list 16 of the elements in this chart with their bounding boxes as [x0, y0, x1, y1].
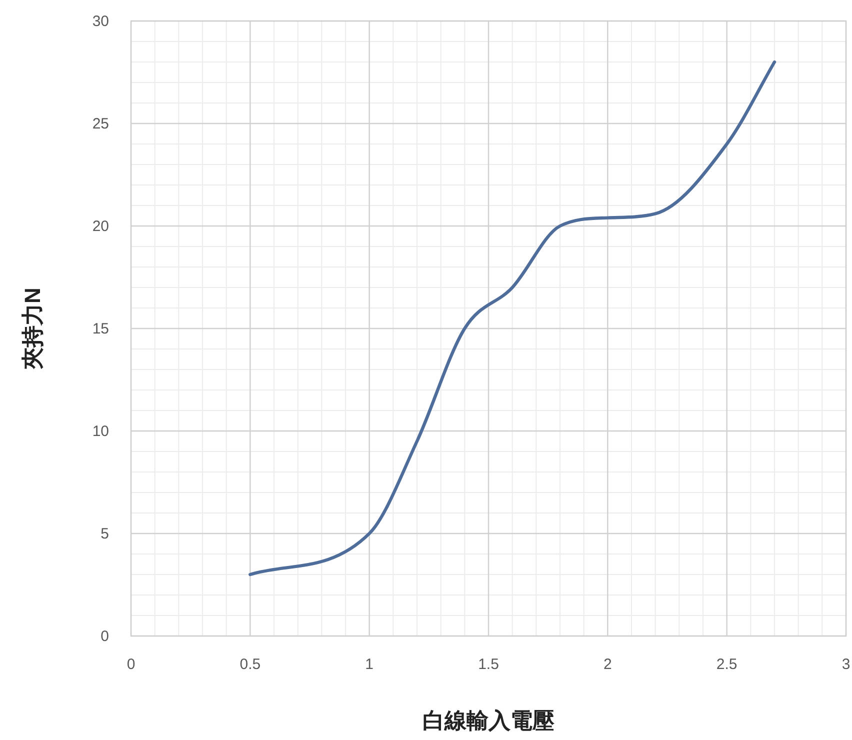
x-tick-label: 3 — [842, 656, 850, 673]
x-tick-label: 2.5 — [716, 656, 738, 673]
y-tick-label: 30 — [92, 13, 109, 30]
y-tick-label: 0 — [100, 628, 109, 645]
x-tick-label: 0.5 — [240, 656, 261, 673]
x-axis-title: 白線輸入電壓 — [422, 708, 556, 733]
y-tick-label: 15 — [92, 320, 109, 338]
x-tick-label: 0 — [126, 656, 136, 673]
y-tick-label: 20 — [92, 218, 109, 235]
x-tick-label: 1.5 — [478, 656, 499, 673]
y-tick-label: 5 — [100, 526, 109, 542]
x-tick-label: 2 — [603, 656, 612, 673]
x-tick-label: 1 — [365, 656, 374, 673]
y-tick-label: 10 — [92, 423, 109, 440]
y-axis-title: 夾持力N — [20, 288, 45, 370]
y-tick-label: 25 — [92, 116, 109, 132]
